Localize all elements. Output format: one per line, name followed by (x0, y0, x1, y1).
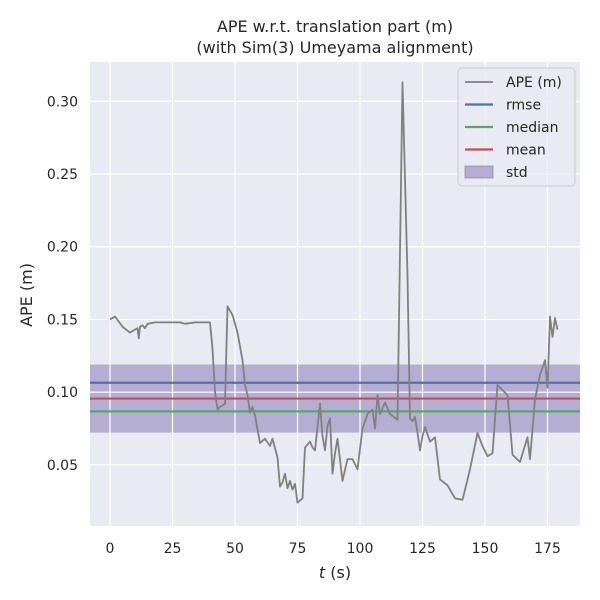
y-axis-label: APE (m) (17, 263, 36, 327)
y-tick-label-2: 0.15 (47, 312, 78, 328)
legend-label-ape: APE (m) (506, 75, 562, 91)
stat-lines-layer (90, 381, 580, 413)
legend-entry-mean: mean (465, 143, 546, 159)
chart-title-line1: APE w.r.t. translation part (m) (217, 17, 453, 36)
legend-label-std: std (506, 165, 528, 181)
legend-entry-rmse: rmse (465, 98, 541, 114)
x-axis-label-variable: t (319, 563, 326, 582)
x-tick-label-4: 100 (347, 541, 374, 557)
chart-title-line2: (with Sim(3) Umeyama alignment) (196, 38, 473, 57)
y-tick-label-4: 0.25 (47, 167, 78, 183)
legend-entry-median: median (465, 120, 558, 136)
x-tick-label-7: 175 (534, 541, 561, 557)
series-layer (109, 81, 559, 504)
x-tick-label-3: 75 (289, 541, 307, 557)
y-tick-label-5: 0.30 (47, 94, 78, 110)
y-tick-label-0: 0.05 (47, 458, 78, 474)
legend-swatch-std (464, 165, 494, 179)
x-tick-label-1: 25 (164, 541, 182, 557)
legend-entry-std: std (464, 165, 528, 181)
ape-series-line (109, 81, 559, 504)
legend-label-mean: mean (506, 143, 546, 159)
legend-label-median: median (506, 120, 558, 136)
y-tick-label-3: 0.20 (47, 240, 78, 256)
x-tick-label-6: 150 (472, 541, 499, 557)
y-tick-label-1: 0.10 (47, 385, 78, 401)
legend-entry-ape: APE (m) (465, 75, 562, 91)
x-axis-label: t (s) (319, 563, 351, 582)
legend-label-rmse: rmse (506, 98, 541, 114)
x-axis-label-unit: (s) (325, 563, 351, 582)
x-tick-label-2: 50 (226, 541, 244, 557)
legend: APE (m) rmse median mean std (457, 67, 576, 187)
legend-box (457, 67, 576, 187)
grid-layer (90, 62, 580, 526)
tick-labels-layer: 0 25 50 75 100 125 150 175 0.05 0.10 0.15 0.20 0.25 0… (47, 94, 561, 557)
x-tick-label-0: 0 (106, 541, 115, 557)
x-tick-label-5: 125 (409, 541, 436, 557)
